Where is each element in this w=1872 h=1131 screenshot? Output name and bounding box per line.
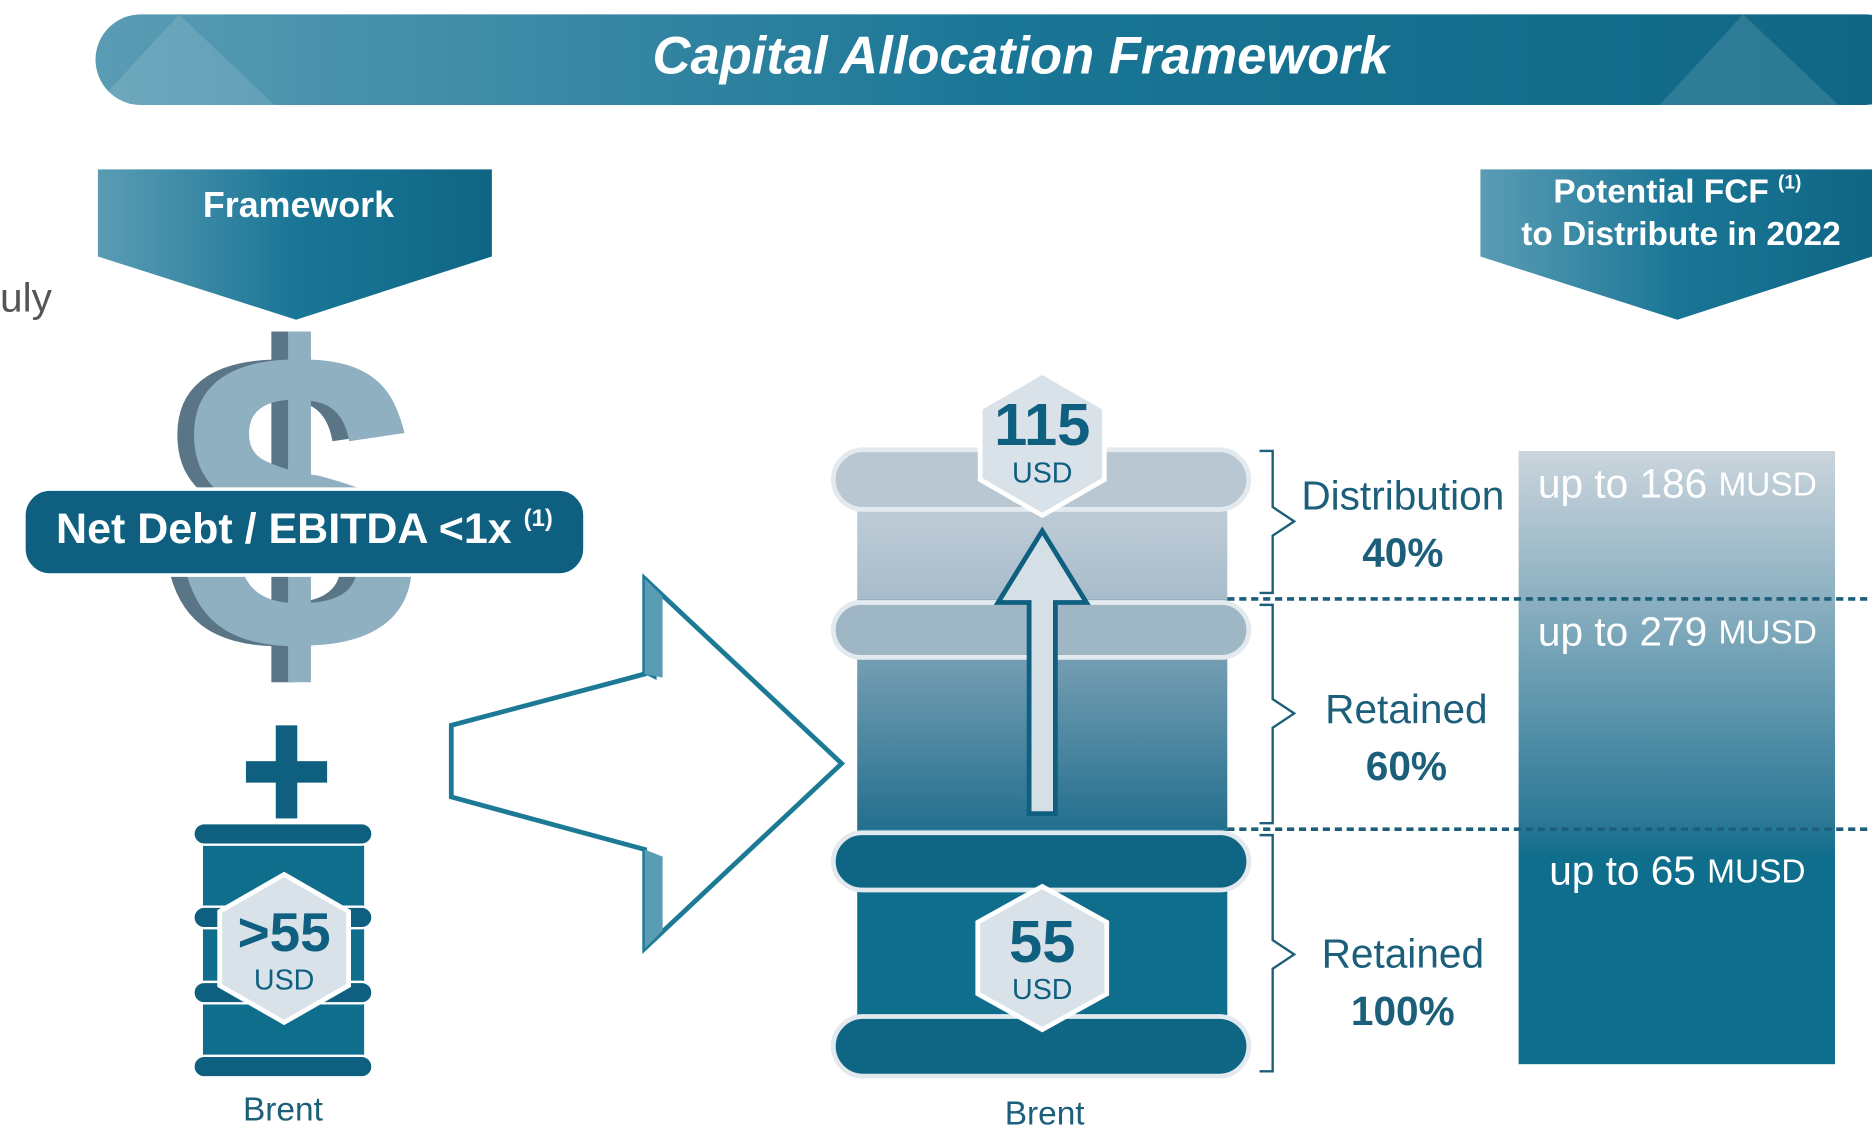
barrel-label: Brent [243, 1092, 324, 1129]
fcf-note: (1) [1778, 173, 1801, 194]
title: Capital Allocation Framework [653, 27, 1392, 86]
amount-value: up to 186 [1538, 460, 1707, 506]
fcf-line1: Potential FCF [1553, 173, 1768, 210]
tier-share: 60% [1366, 743, 1447, 789]
cropped-text: uly [0, 274, 53, 320]
price: 55 [1009, 908, 1075, 975]
amount-unit: MUSD [1707, 853, 1805, 890]
amount-value: up to 65 [1549, 847, 1696, 893]
fcf-header: Potential FCF (1) [1553, 173, 1801, 210]
fcf-column [1519, 451, 1835, 1064]
amount-unit: MUSD [1718, 615, 1816, 652]
amount: up to 279 MUSD [1538, 608, 1817, 654]
covenant: Net Debt / EBITDA <1x (1) [56, 505, 553, 553]
fcf-line2: to Distribute in 2022 [1521, 216, 1840, 253]
unit: USD [1012, 974, 1072, 1006]
tier-name: Distribution [1301, 472, 1504, 518]
unit: USD [1012, 457, 1072, 489]
tier-share: 100% [1351, 988, 1455, 1034]
bracket [1260, 835, 1295, 1071]
framework-label: Framework [203, 185, 394, 225]
tier-name: Retained [1325, 686, 1487, 732]
barrel-label: Brent [1005, 1095, 1086, 1131]
amount: up to 65 MUSD [1549, 847, 1805, 893]
amount-value: up to 279 [1538, 608, 1707, 654]
amount: up to 186 MUSD [1538, 460, 1817, 506]
page: Capital Allocation Framework uly Framewo… [0, 0, 1872, 1131]
tier-name: Retained [1322, 931, 1484, 977]
hoop [193, 1056, 372, 1077]
infographic: Capital Allocation Framework uly Framewo… [0, 0, 1872, 1131]
bracket [1260, 605, 1295, 823]
hoop [833, 833, 1248, 890]
price: >55 [238, 901, 331, 963]
bracket [1260, 451, 1295, 593]
plus [246, 761, 327, 782]
covenant-note: (1) [524, 505, 553, 532]
tier-share: 40% [1362, 530, 1443, 576]
unit: USD [254, 964, 314, 996]
hoop [193, 823, 372, 844]
amount-unit: MUSD [1718, 467, 1816, 504]
covenant-text: Net Debt / EBITDA <1x [56, 505, 512, 553]
price: 115 [994, 391, 1090, 458]
